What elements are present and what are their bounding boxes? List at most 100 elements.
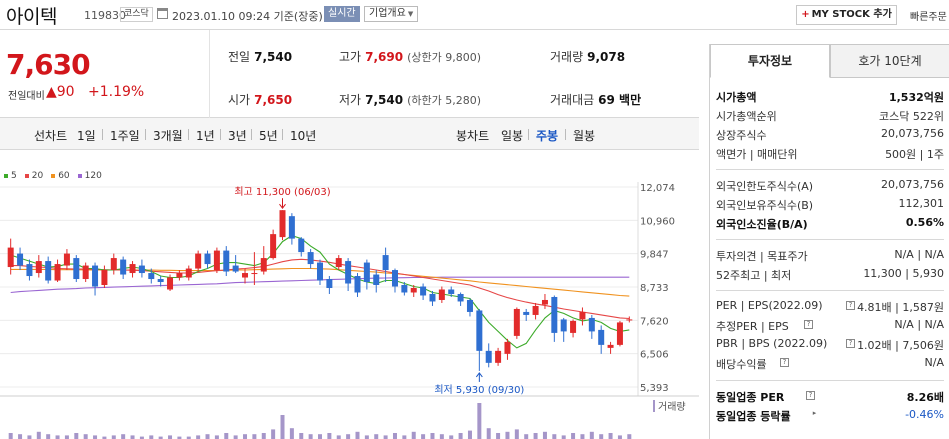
- tab-3m[interactable]: 3개월: [153, 129, 183, 143]
- row-key: 시가총액: [716, 91, 757, 104]
- candle-body: [466, 299, 473, 312]
- tab-monthly[interactable]: 월봉: [573, 129, 596, 143]
- legend-swatch: [77, 173, 82, 178]
- candle-body: [110, 258, 117, 271]
- amount-label: 거래대금: [550, 93, 595, 107]
- row-key: PER | EPS(2022.09): [716, 299, 823, 312]
- row-value: N/A | N/A: [894, 318, 944, 331]
- open-price: 시가 7,650: [228, 91, 292, 108]
- tab-order-book[interactable]: 호가 10단계: [830, 44, 949, 78]
- candle-body: [288, 216, 295, 239]
- help-icon[interactable]: ?: [780, 358, 789, 367]
- volume-bar: [514, 429, 519, 439]
- price-change-rate: +1.19%: [88, 84, 145, 100]
- price-diff: ▲90: [46, 84, 75, 100]
- low-label: 저가: [339, 93, 362, 107]
- trade-amount: 거래대금 69 백만: [550, 91, 641, 108]
- panel-tabs: 투자정보 호가 10단계: [710, 44, 949, 78]
- diff-label: 전일대비: [8, 91, 45, 102]
- volume-bar: [524, 434, 529, 439]
- volume-label: 거래량: [550, 50, 584, 64]
- divider: [716, 290, 944, 291]
- add-mystock-button[interactable]: + MY STOCK 추가: [796, 5, 897, 25]
- row-value: 1.02배 | 7,506원: [857, 339, 944, 352]
- candle-body: [448, 289, 455, 294]
- candle-body: [317, 262, 323, 281]
- volume-bar: [205, 434, 210, 439]
- candle-body: [438, 289, 445, 300]
- company-info-dropdown[interactable]: 기업개요 ▼: [364, 6, 419, 22]
- candle-body: [167, 277, 174, 290]
- candle-body: [579, 311, 586, 320]
- candle-body: [354, 276, 361, 293]
- tab-divider: [251, 129, 252, 140]
- volume-bar: [327, 433, 332, 439]
- legend-label: 20: [31, 171, 44, 181]
- candle-body: [570, 320, 577, 333]
- legend-ma120: 120: [77, 171, 102, 181]
- tab-weekly[interactable]: 주봉: [536, 129, 559, 143]
- help-icon[interactable]: ?: [806, 391, 815, 400]
- candle-body: [429, 293, 436, 302]
- volume-bar: [46, 434, 51, 439]
- tab-10y[interactable]: 10년: [290, 129, 317, 143]
- row-key: 상장주식수: [716, 129, 767, 142]
- legend-label: 60: [58, 171, 70, 181]
- volume-bar: [83, 434, 88, 439]
- candle-body: [607, 344, 614, 348]
- candle-body: [551, 296, 558, 333]
- investment-info-panel: 투자정보 호가 10단계 시가총액 1,532억원 시가총액순위 코스닥 522위 …: [709, 44, 949, 439]
- volume-bar: [449, 435, 454, 439]
- prev-close: 전일 7,540: [228, 48, 292, 65]
- candle-body: [513, 308, 520, 336]
- candle-body: [476, 310, 483, 351]
- candle-body: [54, 264, 61, 281]
- tab-1d[interactable]: 1일: [77, 129, 96, 143]
- volume-bar: [36, 431, 41, 439]
- tab-5y[interactable]: 5년: [259, 129, 278, 143]
- candle-body: [382, 255, 389, 271]
- candle-body: [232, 265, 239, 272]
- row-value: 4.81배 | 1,587원: [857, 301, 944, 314]
- candle-body: [532, 305, 539, 315]
- help-icon[interactable]: ?: [846, 301, 855, 310]
- volume-bar: [496, 433, 501, 439]
- candle-body: [45, 261, 52, 281]
- candle-body: [363, 262, 370, 283]
- help-icon[interactable]: ?: [804, 320, 813, 329]
- chart-tabs: 선차트 1일 1주일 3개월 1년 3년 5년 10년 봉차트 일봉 주봉 월봉: [0, 118, 699, 150]
- candle-body: [279, 210, 286, 238]
- tab-1w[interactable]: 1주일: [110, 129, 140, 143]
- volume-bar: [139, 436, 144, 439]
- volume-bar: [261, 433, 266, 439]
- volume-bar: [617, 435, 622, 439]
- prev-close-label: 전일: [228, 50, 251, 64]
- volume-bar: [289, 428, 294, 439]
- volume-bar: [486, 428, 491, 439]
- tab-daily[interactable]: 일봉: [501, 129, 524, 143]
- candle-body: [204, 253, 211, 265]
- market-cap-rank-row: 시가총액순위 코스닥 522위: [716, 107, 944, 125]
- amount-value: 69 백만: [598, 93, 642, 107]
- help-icon[interactable]: ?: [846, 339, 855, 348]
- tab-1y[interactable]: 1년: [196, 129, 215, 143]
- dividend-row: 배당수익률? N/A: [716, 355, 944, 373]
- volume-bar: [477, 403, 482, 439]
- volume-bar: [196, 435, 201, 439]
- stock-chart[interactable]: 12,074 10,960 9,847 8,733 7,620 6,506 5,393 최고 …: [0, 182, 699, 439]
- plus-icon: +: [801, 9, 810, 20]
- volume-bar: [458, 433, 463, 439]
- realtime-button[interactable]: 실시간: [324, 6, 360, 22]
- quick-order-link[interactable]: 빠른주문: [910, 12, 947, 23]
- volume-bar: [364, 435, 369, 439]
- tab-3y[interactable]: 3년: [228, 129, 247, 143]
- tab-divider: [528, 129, 529, 140]
- per-eps-row: PER | EPS(2022.09)? 4.81배 | 1,587원: [716, 298, 944, 316]
- volume-bar: [130, 435, 135, 439]
- calendar-icon: [157, 8, 168, 19]
- row-key: 외국인소진율(B/A): [716, 218, 808, 231]
- low-value: 7,540: [365, 93, 404, 107]
- tab-investment-info[interactable]: 투자정보: [710, 44, 830, 78]
- volume-bar: [252, 434, 257, 439]
- candle-body: [176, 273, 183, 278]
